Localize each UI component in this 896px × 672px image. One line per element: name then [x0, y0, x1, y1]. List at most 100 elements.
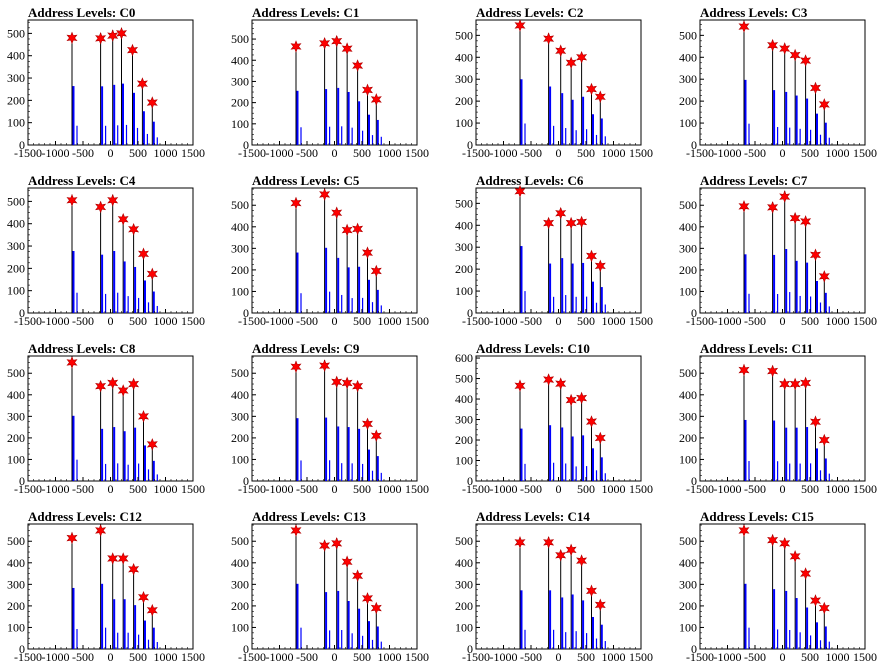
x-tick-label: -1500 [462, 482, 490, 496]
x-tick-label: 500 [577, 650, 595, 664]
peak-marker [352, 569, 364, 582]
x-tick-label: 1000 [826, 650, 850, 664]
y-tick-label: 400 [455, 50, 473, 64]
peak-marker [565, 216, 577, 230]
histogram-bar-fill [806, 607, 809, 649]
y-tick-label: 400 [231, 220, 249, 234]
x-tick-label: 1000 [602, 482, 626, 496]
x-tick-label: -1000 [714, 314, 742, 328]
plot-frame [475, 19, 642, 146]
y-tick-label: 100 [679, 620, 697, 634]
y-tick-label: 0 [691, 474, 697, 488]
histogram-bar-fill [520, 246, 523, 313]
peak-marker [565, 56, 577, 70]
y-tick-label: 200 [679, 263, 697, 277]
histogram-bar-fill [806, 427, 809, 481]
peak-marker [319, 539, 331, 552]
peak-marker [146, 603, 158, 617]
histogram-bar-fill [795, 598, 798, 649]
y-tick-label: 300 [231, 241, 249, 255]
x-tick-label: 0 [332, 482, 338, 496]
plot-frame [475, 187, 642, 314]
chart-panel: Address Levels: C60100200300400500-1500-… [455, 173, 653, 328]
x-tick-label: -1000 [266, 314, 294, 328]
y-tick-label: 0 [19, 138, 25, 152]
x-tick-label: -1500 [686, 650, 714, 664]
peak-marker [594, 90, 606, 104]
histogram-bar-fill [142, 111, 145, 145]
x-tick-label: 500 [353, 314, 371, 328]
histogram-bar-fill [347, 600, 350, 649]
y-tick-label: 100 [7, 284, 25, 298]
chart-title: Address Levels: C11 [700, 341, 813, 356]
x-tick-label: 1500 [181, 314, 205, 328]
peak-marker [319, 359, 331, 373]
plot-frame [475, 523, 642, 650]
peak-marker [290, 40, 302, 53]
y-tick-label: 300 [231, 74, 249, 88]
histogram-bar-fill [785, 427, 788, 481]
x-tick-label: -1500 [238, 650, 266, 664]
peak-marker [137, 591, 150, 604]
chart-title: Address Levels: C14 [476, 509, 590, 524]
y-tick-label: 300 [455, 240, 473, 254]
histogram-bar-fill [376, 456, 379, 481]
peak-marker [738, 20, 750, 33]
x-tick-label: 1000 [154, 650, 178, 664]
peak-marker [818, 98, 830, 111]
y-tick-label: 200 [7, 599, 25, 613]
peak-marker [594, 431, 606, 445]
peak-marker [370, 429, 382, 442]
y-tick-label: 400 [455, 392, 473, 406]
y-tick-label: 300 [455, 72, 473, 86]
histogram-bar-fill [592, 448, 594, 481]
peak-marker [361, 246, 374, 260]
y-tick-label: 500 [455, 28, 473, 42]
peak-marker [809, 248, 822, 262]
y-tick-label: 300 [7, 71, 25, 85]
peak-marker [576, 51, 588, 64]
chart-panel: Address Levels: C11 0 100 200 300 400 500 -1500… [679, 341, 877, 496]
x-tick-label: 500 [577, 482, 595, 496]
chart-title: Address Levels: C5 [252, 173, 360, 188]
histogram-bar-fill [152, 627, 155, 649]
y-tick-label: 200 [679, 431, 697, 445]
histogram-bar-fill [824, 292, 827, 313]
x-tick-label: 1500 [405, 650, 429, 664]
histogram-bar-fill [113, 84, 116, 145]
chart-panel: Address Levels: C80100200300400500-1500-… [7, 341, 205, 496]
peak-marker [779, 377, 791, 391]
y-tick-label: 100 [455, 620, 473, 634]
x-tick-label: -1500 [462, 650, 490, 664]
chart-title: Address Levels: C15 [700, 509, 814, 524]
histogram-bar-fill [152, 291, 155, 313]
histogram-bar-fill [520, 428, 523, 481]
x-tick-label: 0 [780, 482, 786, 496]
histogram-bar-fill [571, 436, 574, 481]
plot-frame [699, 187, 866, 314]
peak-marker [779, 42, 791, 55]
x-tick-label: 0 [556, 314, 562, 328]
peak-marker [779, 190, 791, 203]
x-tick-label: 500 [801, 314, 819, 328]
x-tick-label: 0 [332, 314, 338, 328]
histogram-bar-fill [816, 448, 818, 481]
y-tick-label: 200 [679, 94, 697, 108]
y-tick-label: 500 [455, 196, 473, 210]
histogram-bar-fill [773, 589, 776, 649]
histogram-bar-fill [296, 90, 299, 145]
histogram-bar-fill [816, 622, 818, 649]
plot-frame [27, 19, 194, 146]
y-tick-label: 300 [455, 413, 473, 427]
peak-marker [818, 601, 830, 615]
y-tick-label: 0 [691, 306, 697, 320]
x-tick-label: 1000 [602, 314, 626, 328]
histogram-bar-fill [600, 287, 603, 313]
x-tick-label: 1500 [853, 650, 877, 664]
x-tick-label: 500 [577, 146, 595, 160]
y-tick-label: 300 [231, 577, 249, 591]
y-tick-label: 0 [19, 306, 25, 320]
y-tick-label: 300 [7, 239, 25, 253]
x-tick-label: -500 [72, 146, 94, 160]
peak-marker [117, 213, 129, 226]
